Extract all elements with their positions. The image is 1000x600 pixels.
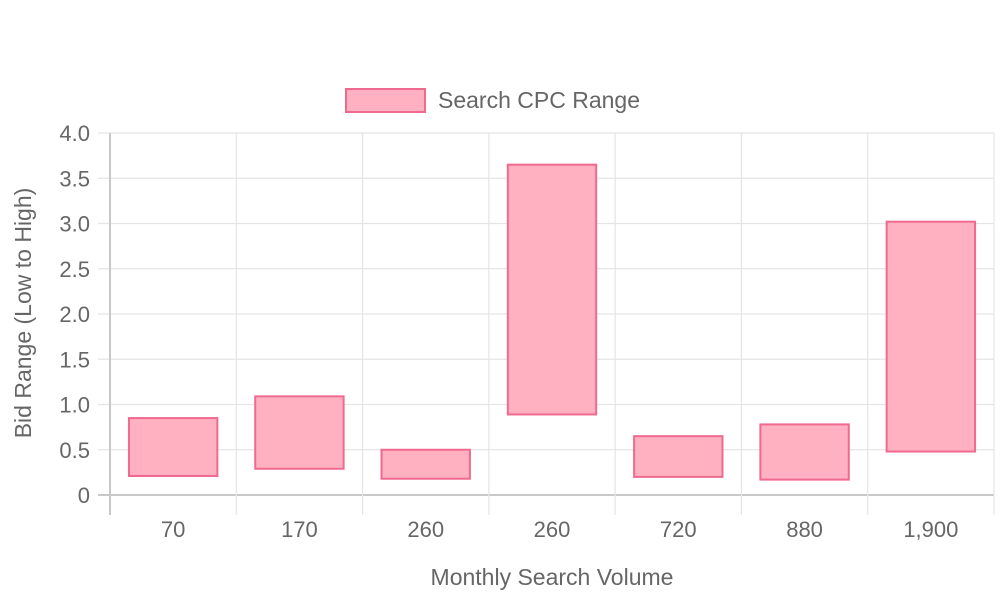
y-tick-label: 2.0 [59,302,90,327]
x-axis-ticks: 70 170 260 260 720 880 1,900 [161,517,958,542]
bar-6[interactable] [885,220,977,453]
y-axis-ticks: 0 0.5 1.0 1.5 2.0 2.5 3.0 3.5 4.0 [59,121,90,508]
y-tick-label: 1.0 [59,393,90,418]
legend[interactable]: Search CPC Range [345,87,640,113]
x-tick-label: 720 [660,517,697,542]
bars [127,163,977,481]
y-tick-label: 4.0 [59,121,90,146]
y-tick-label: 0.5 [59,438,90,463]
bar-3[interactable] [506,163,598,416]
x-tick-label: 260 [407,517,444,542]
y-tick-label: 2.5 [59,257,90,282]
y-axis-title: Bid Range (Low to High) [10,188,36,439]
y-tick-label: 3.0 [59,212,90,237]
x-tick-label: 260 [534,517,571,542]
y-tick-label: 0 [78,483,90,508]
y-tick-label: 1.5 [59,347,90,372]
bar-1[interactable] [254,395,345,470]
y-tick-label: 3.5 [59,166,90,191]
x-tick-label: 1,900 [903,517,958,542]
x-tick-label: 70 [161,517,185,542]
legend-label: Search CPC Range [438,87,640,113]
bar-0[interactable] [127,417,219,477]
x-axis-title: Monthly Search Volume [431,564,674,590]
x-tick-label: 880 [786,517,823,542]
bar-4[interactable] [633,435,724,478]
bar-5[interactable] [759,423,850,481]
x-tick-label: 170 [281,517,318,542]
legend-swatch [345,88,426,113]
bar-2[interactable] [380,448,471,480]
